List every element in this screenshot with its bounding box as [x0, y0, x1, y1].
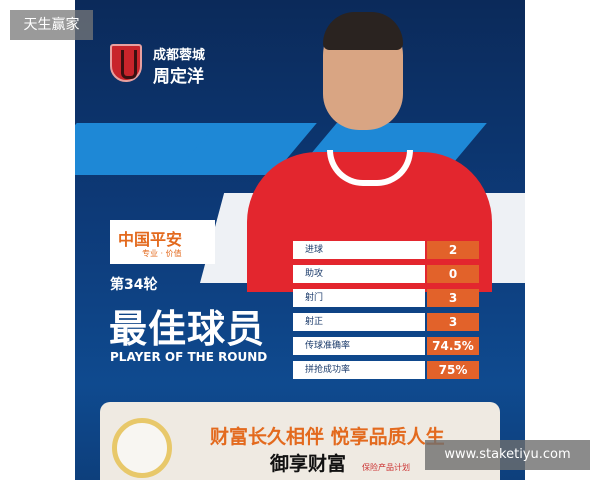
- stat-label: 射门: [293, 289, 425, 307]
- player-hair: [323, 12, 403, 50]
- player-name: 周定洋: [153, 67, 204, 87]
- stat-label: 进球: [293, 241, 425, 259]
- stat-row: 进球 2: [293, 241, 479, 259]
- club-name: 成都蓉城: [153, 48, 206, 63]
- stat-label: 助攻: [293, 265, 425, 283]
- stat-row: 射正 3: [293, 313, 479, 331]
- stat-value: 3: [427, 289, 479, 307]
- stats-table: 进球 2 助攻 0 射门 3 射正 3 传球准确率 74.5% 拼抢成功率 75%: [293, 241, 479, 385]
- stat-value: 74.5%: [427, 337, 479, 355]
- ad-product: 御享财富: [270, 453, 347, 475]
- award-title: 最佳球员: [109, 307, 266, 351]
- stat-label: 拼抢成功率: [293, 361, 425, 379]
- sponsor-name: 中国平安: [118, 230, 183, 249]
- watermark-url: www.staketiyu.com: [425, 440, 590, 470]
- stat-value: 2: [427, 241, 479, 259]
- player-of-round-poster: 成都蓉城 周定洋 中国平安 专业 · 价值 第34轮 最佳球员 PLAYER O…: [75, 0, 525, 480]
- stat-label: 射正: [293, 313, 425, 331]
- award-subtitle: PLAYER OF THE ROUND: [110, 350, 268, 364]
- watermark-top-left: 天生赢家: [10, 10, 93, 40]
- stat-row: 传球准确率 74.5%: [293, 337, 479, 355]
- round-label: 第34轮: [110, 277, 158, 293]
- stat-row: 射门 3: [293, 289, 479, 307]
- jade-disc-image: [112, 418, 172, 478]
- stat-row: 拼抢成功率 75%: [293, 361, 479, 379]
- sponsor-logo: 中国平安 专业 · 价值: [110, 220, 215, 264]
- stat-value: 0: [427, 265, 479, 283]
- background-pattern: [75, 0, 525, 65]
- stat-label: 传球准确率: [293, 337, 425, 355]
- sponsor-slogan: 专业 · 价值: [142, 249, 182, 258]
- ad-headline: 财富长久相伴 悦享品质人生: [210, 426, 445, 448]
- stat-row: 助攻 0: [293, 265, 479, 283]
- club-crest-icon: [110, 44, 142, 82]
- ad-tag: 保险产品计划: [362, 463, 410, 472]
- stat-value: 75%: [427, 361, 479, 379]
- stat-value: 3: [427, 313, 479, 331]
